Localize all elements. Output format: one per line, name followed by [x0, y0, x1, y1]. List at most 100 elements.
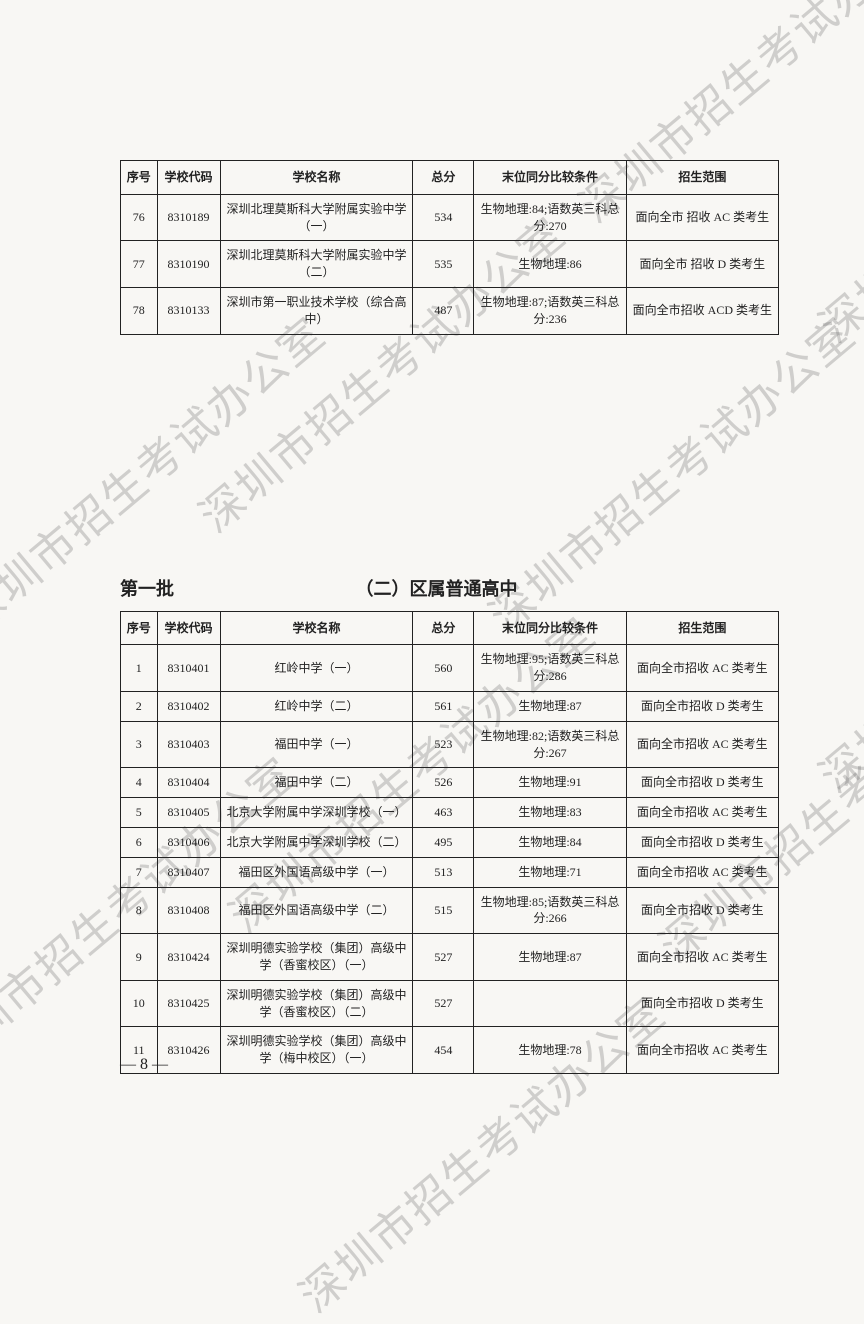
cell-seq: 5 — [121, 798, 158, 828]
cell-score: 534 — [413, 194, 474, 241]
cell-seq: 8 — [121, 887, 158, 934]
cell-code: 8310402 — [157, 691, 220, 721]
table-row: 78310407福田区外国语高级中学（一）513生物地理:71面向全市招收 AC… — [121, 857, 779, 887]
cell-name: 深圳明德实验学校（集团）高级中学（香蜜校区）（一） — [220, 934, 413, 981]
cell-code: 8310189 — [157, 194, 220, 241]
cell-code: 8310401 — [157, 645, 220, 692]
cell-scope: 面向全市招收 AC 类考生 — [626, 934, 778, 981]
table-row: 18310401红岭中学（一）560生物地理:95;语数英三科总分:286面向全… — [121, 645, 779, 692]
cell-scope: 面向全市招收 D 类考生 — [626, 691, 778, 721]
header-scope: 招生范围 — [626, 611, 778, 645]
batch-label: 第一批 — [120, 575, 174, 601]
cell-condition: 生物地理:82;语数英三科总分:267 — [474, 721, 626, 768]
cell-condition: 生物地理:91 — [474, 768, 626, 798]
cell-code: 8310425 — [157, 980, 220, 1027]
cell-name: 福田中学（二） — [220, 768, 413, 798]
cell-score: 527 — [413, 934, 474, 981]
cell-seq: 6 — [121, 827, 158, 857]
cell-name: 深圳市第一职业技术学校（综合高中） — [220, 287, 413, 334]
cell-condition: 生物地理:87;语数英三科总分:236 — [474, 287, 626, 334]
cell-code: 8310408 — [157, 887, 220, 934]
table-row: 788310133深圳市第一职业技术学校（综合高中）487生物地理:87;语数英… — [121, 287, 779, 334]
cell-scope: 面向全市招收 D 类考生 — [626, 768, 778, 798]
cell-score: 526 — [413, 768, 474, 798]
cell-seq: 2 — [121, 691, 158, 721]
cell-seq: 4 — [121, 768, 158, 798]
header-seq: 序号 — [121, 611, 158, 645]
cell-score: 561 — [413, 691, 474, 721]
cell-name: 深圳明德实验学校（集团）高级中学（梅中校区）（一） — [220, 1027, 413, 1074]
table-header-row: 序号 学校代码 学校名称 总分 末位同分比较条件 招生范围 — [121, 611, 779, 645]
table-row: 28310402红岭中学（二）561生物地理:87面向全市招收 D 类考生 — [121, 691, 779, 721]
cell-scope: 面向全市招收 AC 类考生 — [626, 645, 778, 692]
cell-code: 8310405 — [157, 798, 220, 828]
table-row: 48310404福田中学（二）526生物地理:91面向全市招收 D 类考生 — [121, 768, 779, 798]
table-row: 778310190深圳北理莫斯科大学附属实验中学（二）535生物地理:86面向全… — [121, 241, 779, 288]
cell-scope: 面向全市 招收 D 类考生 — [626, 241, 778, 288]
cell-condition: 生物地理:71 — [474, 857, 626, 887]
cell-condition: 生物地理:84 — [474, 827, 626, 857]
cell-seq: 3 — [121, 721, 158, 768]
table-row: 108310425深圳明德实验学校（集团）高级中学（香蜜校区）（二）527 面向全… — [121, 980, 779, 1027]
table-header-row: 序号 学校代码 学校名称 总分 末位同分比较条件 招生范围 — [121, 161, 779, 195]
cell-scope: 面向全市招收 D 类考生 — [626, 827, 778, 857]
cell-seq: 76 — [121, 194, 158, 241]
cell-scope: 面向全市招收 AC 类考生 — [626, 721, 778, 768]
cell-condition: 生物地理:85;语数英三科总分:266 — [474, 887, 626, 934]
header-name: 学校名称 — [220, 161, 413, 195]
cell-scope: 面向全市招收 AC 类考生 — [626, 857, 778, 887]
cell-name: 红岭中学（二） — [220, 691, 413, 721]
cell-seq: 9 — [121, 934, 158, 981]
cell-seq: 78 — [121, 287, 158, 334]
cell-scope: 面向全市招收 AC 类考生 — [626, 1027, 778, 1074]
cell-code: 8310406 — [157, 827, 220, 857]
cell-code: 8310403 — [157, 721, 220, 768]
cell-score: 523 — [413, 721, 474, 768]
cell-name: 深圳北理莫斯科大学附属实验中学（二） — [220, 241, 413, 288]
table-row: 88310408福田区外国语高级中学（二）515生物地理:85;语数英三科总分:… — [121, 887, 779, 934]
cell-seq: 77 — [121, 241, 158, 288]
table-top: 序号 学校代码 学校名称 总分 末位同分比较条件 招生范围 768310189深… — [120, 160, 779, 335]
cell-seq: 10 — [121, 980, 158, 1027]
table-row: 98310424深圳明德实验学校（集团）高级中学（香蜜校区）（一）527生物地理… — [121, 934, 779, 981]
cell-name: 北京大学附属中学深圳学校（二） — [220, 827, 413, 857]
cell-condition: 生物地理:87 — [474, 691, 626, 721]
header-score: 总分 — [413, 161, 474, 195]
cell-scope: 面向全市招收 D 类考生 — [626, 887, 778, 934]
cell-name: 深圳北理莫斯科大学附属实验中学（一） — [220, 194, 413, 241]
cell-code: 8310404 — [157, 768, 220, 798]
cell-condition: 生物地理:83 — [474, 798, 626, 828]
header-condition: 末位同分比较条件 — [474, 161, 626, 195]
table-row: 68310406北京大学附属中学深圳学校（二）495生物地理:84面向全市招收 … — [121, 827, 779, 857]
cell-score: 560 — [413, 645, 474, 692]
cell-code: 8310407 — [157, 857, 220, 887]
cell-condition: 生物地理:78 — [474, 1027, 626, 1074]
cell-score: 515 — [413, 887, 474, 934]
table-row: 38310403福田中学（一）523生物地理:82;语数英三科总分:267面向全… — [121, 721, 779, 768]
cell-seq: 7 — [121, 857, 158, 887]
header-scope: 招生范围 — [626, 161, 778, 195]
cell-name: 北京大学附属中学深圳学校（一） — [220, 798, 413, 828]
section-title: （二）区属普通高中 — [174, 575, 779, 601]
cell-condition — [474, 980, 626, 1027]
cell-score: 535 — [413, 241, 474, 288]
cell-code: 8310190 — [157, 241, 220, 288]
cell-condition: 生物地理:86 — [474, 241, 626, 288]
cell-scope: 面向全市招收 ACD 类考生 — [626, 287, 778, 334]
cell-name: 福田区外国语高级中学（二） — [220, 887, 413, 934]
cell-score: 527 — [413, 980, 474, 1027]
cell-name: 深圳明德实验学校（集团）高级中学（香蜜校区）（二） — [220, 980, 413, 1027]
cell-scope: 面向全市 招收 AC 类考生 — [626, 194, 778, 241]
header-code: 学校代码 — [157, 161, 220, 195]
cell-seq: 1 — [121, 645, 158, 692]
cell-code: 8310133 — [157, 287, 220, 334]
header-condition: 末位同分比较条件 — [474, 611, 626, 645]
cell-scope: 面向全市招收 D 类考生 — [626, 980, 778, 1027]
cell-code: 8310424 — [157, 934, 220, 981]
cell-score: 513 — [413, 857, 474, 887]
header-name: 学校名称 — [220, 611, 413, 645]
table-row: 118310426深圳明德实验学校（集团）高级中学（梅中校区）（一）454生物地… — [121, 1027, 779, 1074]
cell-condition: 生物地理:87 — [474, 934, 626, 981]
table-row: 768310189深圳北理莫斯科大学附属实验中学（一）534生物地理:84;语数… — [121, 194, 779, 241]
cell-scope: 面向全市招收 AC 类考生 — [626, 798, 778, 828]
